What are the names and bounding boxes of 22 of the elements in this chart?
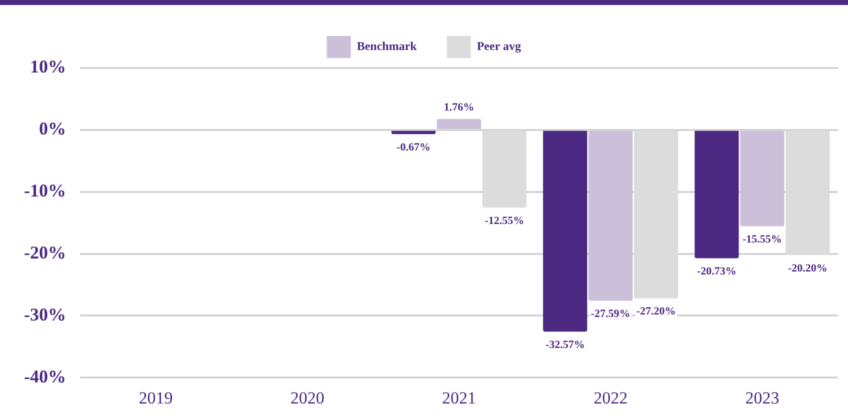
x-tick-label: 2019 bbox=[138, 388, 173, 408]
y-tick-label: 10% bbox=[30, 56, 66, 77]
data-label: -27.59% bbox=[590, 308, 630, 320]
y-tick-label: -40% bbox=[24, 366, 66, 386]
data-label: -12.55% bbox=[484, 214, 524, 227]
data-label: -32.57% bbox=[545, 338, 585, 351]
data-label: -20.20% bbox=[788, 262, 828, 274]
data-label: -27.20% bbox=[636, 306, 676, 318]
x-tick-label: 2023 bbox=[745, 388, 780, 408]
x-tick-label: 2021 bbox=[442, 388, 476, 408]
y-tick-label: 0% bbox=[38, 118, 66, 139]
data-label: 1.76% bbox=[444, 101, 474, 114]
x-tick-label: 2022 bbox=[594, 388, 628, 408]
data-label: -0.67% bbox=[396, 141, 430, 154]
y-tick-label: -20% bbox=[24, 242, 66, 262]
legend-label: Benchmark bbox=[356, 39, 418, 54]
data-label: -15.55% bbox=[742, 234, 782, 246]
data-label: -20.73% bbox=[697, 266, 736, 278]
y-tick-label: -10% bbox=[24, 180, 66, 200]
legend-label: Peer avg bbox=[476, 39, 521, 54]
y-tick-label: -30% bbox=[24, 304, 66, 324]
x-tick-label: 2020 bbox=[290, 388, 324, 408]
